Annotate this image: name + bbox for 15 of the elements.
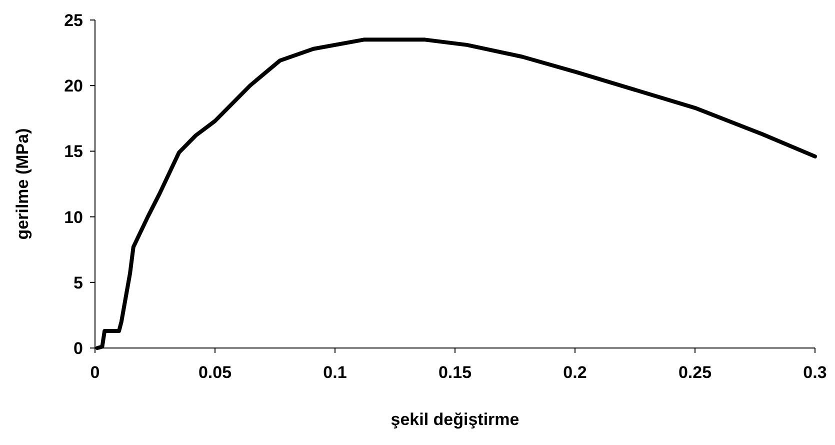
x-tick-label: 0.05: [198, 363, 232, 382]
y-axis-title: gerilme (MPa): [13, 128, 32, 240]
y-tick-label: 5: [74, 273, 83, 292]
x-tick-label: 0.15: [438, 363, 472, 382]
x-tick-label: 0.3: [803, 363, 827, 382]
y-tick-label: 0: [74, 338, 83, 358]
y-tick-label: 25: [64, 10, 83, 30]
x-axis-title: şekil değiştirme: [390, 410, 520, 429]
x-tick-label: 0.2: [563, 363, 587, 382]
y-tick-label: 20: [64, 76, 83, 96]
y-tick-label: 15: [64, 142, 83, 162]
y-tick-label: 10: [64, 208, 83, 227]
x-tick-label: 0: [90, 363, 100, 382]
x-tick-label: 0.25: [678, 363, 712, 382]
x-tick-label: 0.1: [323, 363, 347, 382]
